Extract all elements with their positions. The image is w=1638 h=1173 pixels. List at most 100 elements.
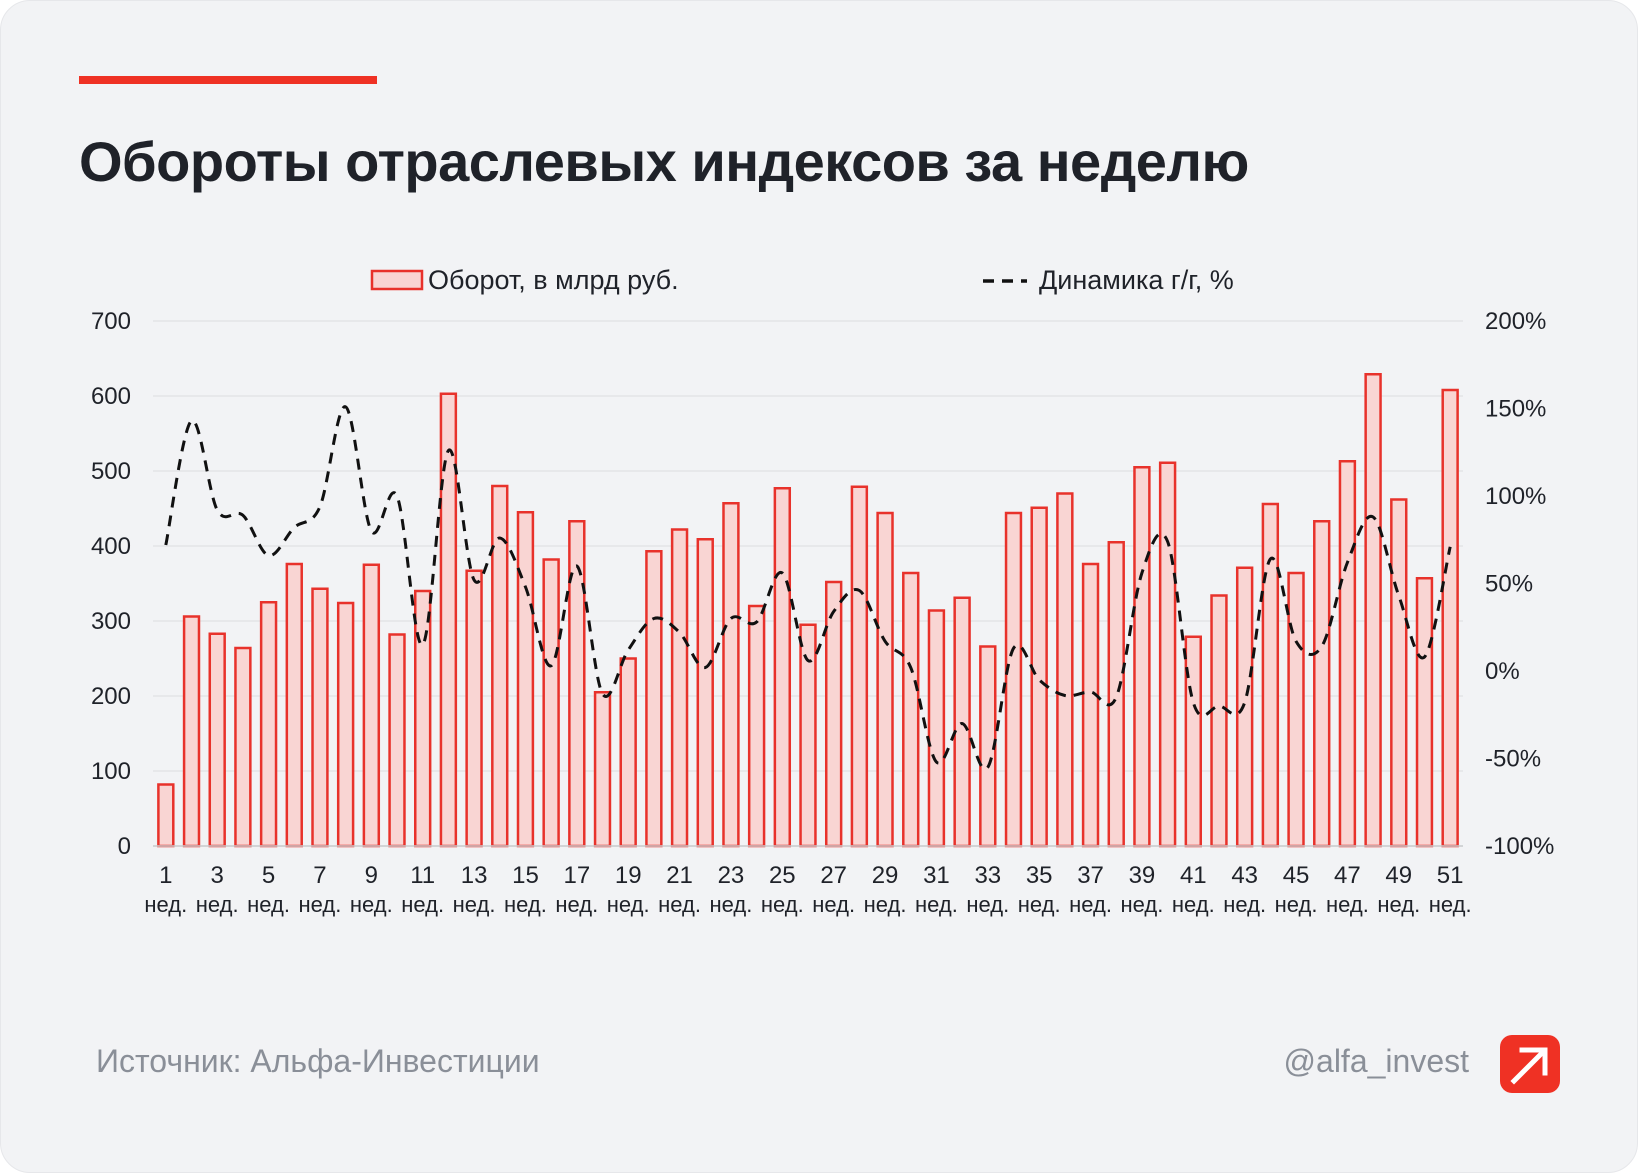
- y-left-tick-label: 400: [91, 533, 131, 560]
- x-tick-label: 19: [615, 862, 642, 889]
- bar: [208, 632, 226, 848]
- bar: [645, 550, 663, 848]
- x-tick-label: 49: [1385, 862, 1412, 889]
- bar: [336, 601, 355, 848]
- x-tick-unit: нед.: [350, 892, 393, 917]
- social-handle[interactable]: @alfa_invest: [1283, 1043, 1469, 1079]
- y-right-tick-label: 50%: [1485, 571, 1533, 598]
- bar: [1184, 635, 1202, 848]
- bar: [902, 571, 920, 848]
- y-left-tick-label: 300: [91, 608, 131, 635]
- y-left-tick-label: 0: [118, 833, 131, 860]
- bar: [1415, 577, 1434, 848]
- source-note: Источник: Альфа-Инвестиции: [96, 1043, 540, 1079]
- bar: [799, 623, 817, 848]
- x-tick-label: 13: [461, 862, 488, 889]
- x-tick-label: 21: [666, 862, 693, 889]
- bar: [568, 520, 586, 848]
- x-tick-unit: нед.: [144, 892, 187, 917]
- x-tick-label: 5: [262, 862, 275, 889]
- bar: [1133, 466, 1151, 848]
- y-axis-left: 0 100 200 300 400 500 600 700: [91, 308, 131, 860]
- accent-bar: [79, 76, 377, 84]
- x-tick-unit: нед.: [1172, 892, 1215, 917]
- y-right-tick-label: 0%: [1485, 658, 1520, 685]
- legend-bar-swatch: [370, 269, 424, 291]
- x-tick-unit: нед.: [761, 892, 804, 917]
- bar: [1210, 594, 1228, 848]
- x-tick-label: 23: [718, 862, 745, 889]
- x-tick-label: 39: [1129, 862, 1156, 889]
- bar: [1056, 492, 1074, 848]
- bar: [1081, 562, 1100, 848]
- bar: [311, 587, 329, 848]
- x-tick-label: 9: [365, 862, 378, 889]
- bar: [927, 609, 946, 848]
- bar: [234, 646, 252, 848]
- bar: [259, 601, 278, 848]
- x-tick-unit: нед.: [1326, 892, 1369, 917]
- bar: [953, 596, 971, 848]
- bar: [542, 558, 560, 848]
- legend-bar-label: Оборот, в млрд руб.: [428, 265, 679, 295]
- x-tick-label: 31: [923, 862, 950, 889]
- y-left-tick-label: 500: [91, 458, 131, 485]
- y-left-tick-label: 700: [91, 308, 131, 335]
- bar: [670, 528, 689, 848]
- x-tick-label: 3: [211, 862, 224, 889]
- bar: [850, 485, 869, 848]
- x-tick-unit: нед.: [607, 892, 650, 917]
- y-right-tick-label: 200%: [1485, 308, 1546, 335]
- x-tick-unit: нед.: [1275, 892, 1318, 917]
- bar: [182, 615, 201, 848]
- x-tick-label: 35: [1026, 862, 1053, 889]
- x-tick-unit: нед.: [812, 892, 855, 917]
- x-tick-unit: нед.: [299, 892, 342, 917]
- bar: [1235, 566, 1254, 848]
- bar: [1158, 461, 1177, 848]
- x-tick-unit: нед.: [864, 892, 907, 917]
- x-tick-label: 37: [1077, 862, 1104, 889]
- yoy-line: [164, 405, 1452, 771]
- bar: [414, 589, 432, 848]
- x-tick-unit: нед.: [658, 892, 701, 917]
- y-left-tick-label: 200: [91, 683, 131, 710]
- bar: [1313, 520, 1331, 848]
- x-axis: 1 нед. 3 нед. 5 нед. 7 нед. 9 нед. 11 нед. 13 нед. 15 н…: [144, 845, 1472, 917]
- legend-line-label: Динамика г/г, %: [1039, 265, 1234, 295]
- bar: [773, 487, 792, 848]
- bar: [465, 569, 483, 848]
- y-right-tick-label: 150%: [1485, 396, 1546, 423]
- bar: [696, 538, 714, 848]
- x-tick-unit: нед.: [1069, 892, 1112, 917]
- x-tick-label: 47: [1334, 862, 1361, 889]
- bar: [876, 511, 894, 848]
- bar: [722, 502, 740, 848]
- x-tick-label: 11: [410, 862, 435, 889]
- y-right-tick-label: -100%: [1485, 833, 1554, 860]
- x-tick-label: 25: [769, 862, 796, 889]
- y-axis-right: -100% -50% 0% 50% 100% 150% 200%: [1485, 308, 1554, 860]
- x-tick-label: 17: [563, 862, 590, 889]
- x-tick-unit: нед.: [504, 892, 547, 917]
- bar: [824, 580, 843, 848]
- bar: [1364, 373, 1382, 848]
- chart: 0 100 200 300 400 500 600 700 -100% -50% 0% 50% 100…: [91, 265, 1554, 917]
- x-tick-unit: нед.: [915, 892, 958, 917]
- x-tick-label: 29: [872, 862, 899, 889]
- bar: [1004, 511, 1023, 848]
- x-tick-label: 27: [820, 862, 847, 889]
- x-tick-unit: нед.: [453, 892, 496, 917]
- bar: [439, 392, 458, 848]
- x-tick-unit: нед.: [710, 892, 753, 917]
- y-left-tick-label: 100: [91, 758, 131, 785]
- x-tick-label: 43: [1231, 862, 1258, 889]
- x-tick-unit: нед.: [555, 892, 598, 917]
- bar: [362, 563, 381, 848]
- x-tick-unit: нед.: [1377, 892, 1420, 917]
- x-tick-label: 15: [512, 862, 539, 889]
- y-right-tick-label: 100%: [1485, 483, 1546, 510]
- bar: [1030, 506, 1048, 848]
- x-tick-unit: нед.: [966, 892, 1009, 917]
